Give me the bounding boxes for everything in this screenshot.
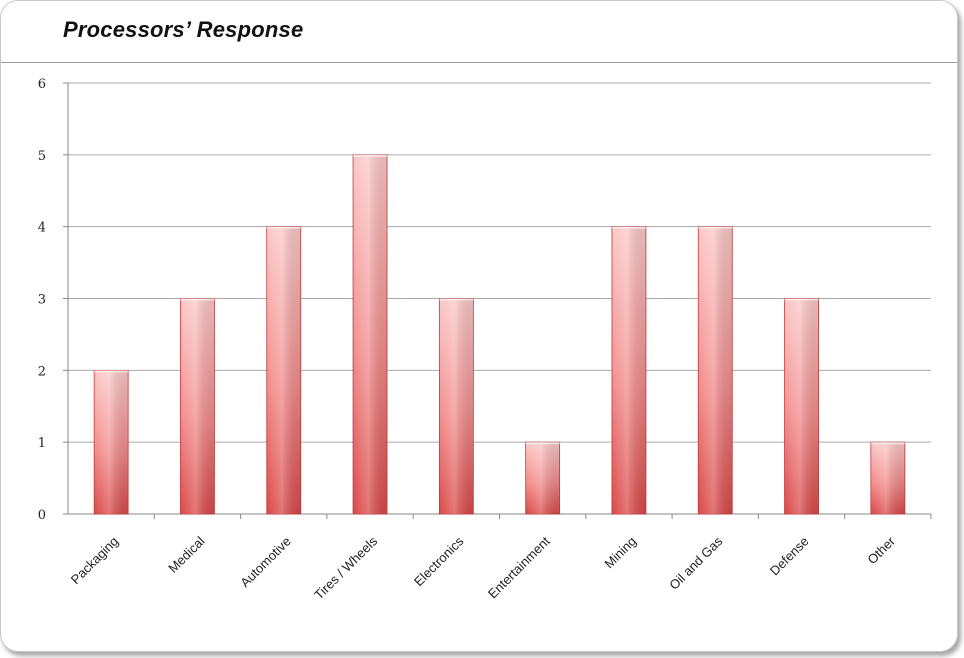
x-category-label: Defense — [767, 534, 812, 579]
bar-highlight — [353, 154, 388, 515]
x-category-label: Tires / Wheels — [311, 533, 380, 602]
bar-highlight — [439, 298, 474, 514]
bar-cap — [180, 298, 215, 301]
y-tick-label: 2 — [38, 364, 46, 379]
bar-cap — [698, 226, 733, 229]
chart-title: Processors’ Response — [63, 17, 304, 42]
y-tick-label: 6 — [38, 77, 46, 92]
x-category-label: Oil and Gas — [666, 533, 725, 592]
bar-cap — [439, 298, 474, 301]
bar-highlight — [698, 226, 733, 514]
y-tick-label: 3 — [38, 293, 46, 308]
x-category-label: Packaging — [68, 534, 122, 588]
bar-highlight — [94, 370, 129, 514]
bar-cap — [266, 226, 301, 229]
title-divider — [1, 62, 957, 63]
bar-cap — [870, 442, 905, 445]
bar-highlight — [180, 298, 215, 514]
bar-highlight — [784, 298, 819, 514]
y-tick-label: 4 — [38, 221, 46, 236]
x-category-label: Automotive — [237, 534, 294, 591]
bar-cap — [353, 154, 388, 157]
bar-highlight — [870, 442, 905, 514]
y-tick-label: 5 — [38, 149, 46, 164]
x-category-label: Mining — [601, 534, 639, 572]
y-tick-label: 1 — [38, 436, 46, 451]
bar-cap — [784, 298, 819, 301]
x-category-label: Entertainment — [485, 533, 553, 601]
bar-highlight — [525, 442, 560, 514]
bars — [93, 154, 906, 515]
bar-chart: 0 1 2 3 4 5 6 Packaging Medical Automotive Tires /… — [38, 77, 932, 603]
x-category-label: Other — [864, 533, 898, 567]
bar-cap — [525, 442, 560, 445]
bar-highlight — [611, 226, 646, 514]
x-category-label: Electronics — [411, 533, 467, 589]
bar-cap — [611, 226, 646, 229]
x-category-label: Medical — [165, 533, 207, 575]
y-tick-label: 0 — [38, 508, 46, 523]
bar-cap — [94, 370, 129, 373]
bar-highlight — [266, 226, 301, 514]
